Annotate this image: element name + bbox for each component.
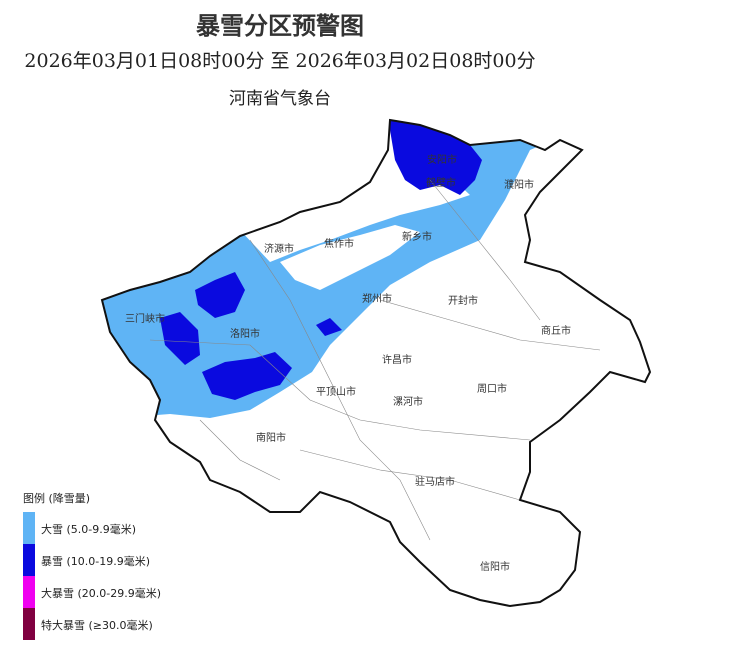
city-label: 洛阳市 [230,327,260,340]
blizzard-zone-west1 [195,272,245,318]
city-label: 信阳市 [480,560,510,573]
city-label: 鹤壁市 [426,176,456,189]
city-label: 安阳市 [427,153,457,166]
blizzard-zone-zhengzhou [316,318,342,336]
city-label: 济源市 [264,242,294,255]
legend-item-heavy-blizzard: 大暴雪 (20.0-29.9毫米) [23,576,243,608]
city-label: 焦作市 [324,237,354,250]
legend-label: 大暴雪 (20.0-29.9毫米) [41,587,162,600]
legend-swatch [23,544,35,576]
city-label: 平顶山市 [316,385,356,398]
city-labels: 安阳市 鹤壁市 濮阳市 济源市 焦作市 新乡市 郑州市 开封市 三门峡市 洛阳市… [125,153,571,573]
city-label: 开封市 [448,294,478,307]
legend-item-extreme-blizzard: 特大暴雪 (≥30.0毫米) [23,608,243,640]
legend-swatch [23,512,35,544]
city-label: 周口市 [477,382,507,395]
city-label: 郑州市 [362,292,392,305]
city-label: 漯河市 [393,395,423,408]
city-label: 三门峡市 [125,312,165,325]
city-label: 南阳市 [256,431,286,444]
legend-label: 特大暴雪 (≥30.0毫米) [41,619,153,632]
legend-label: 大雪 (5.0-9.9毫米) [41,523,137,536]
city-label: 商丘市 [541,324,571,337]
blizzard-zone-west2 [160,312,200,365]
county-borders [149,179,601,541]
white-area-jiaozuo [280,225,420,290]
legend-title: 图例 (降雪量) [23,492,91,505]
issuer: 河南省气象台 [229,89,331,109]
legend-label: 暴雪 (10.0-19.9毫米) [41,555,151,568]
legend-swatch [23,608,35,640]
legend-item-blizzard: 暴雪 (10.0-19.9毫米) [23,544,243,576]
blizzard-zone-north [388,120,482,195]
legend-swatch [23,576,35,608]
valid-period: 2026年03月01日08时00分 至 2026年03月02日08时00分 [24,50,536,72]
city-label: 驻马店市 [415,475,455,488]
city-label: 新乡市 [402,230,432,243]
legend-item-heavy-snow: 大雪 (5.0-9.9毫米) [23,512,243,544]
blizzard-zone-south [202,352,292,400]
city-label: 许昌市 [382,353,412,366]
map-title: 暴雪分区预警图 [196,12,364,40]
city-label: 濮阳市 [504,178,534,191]
